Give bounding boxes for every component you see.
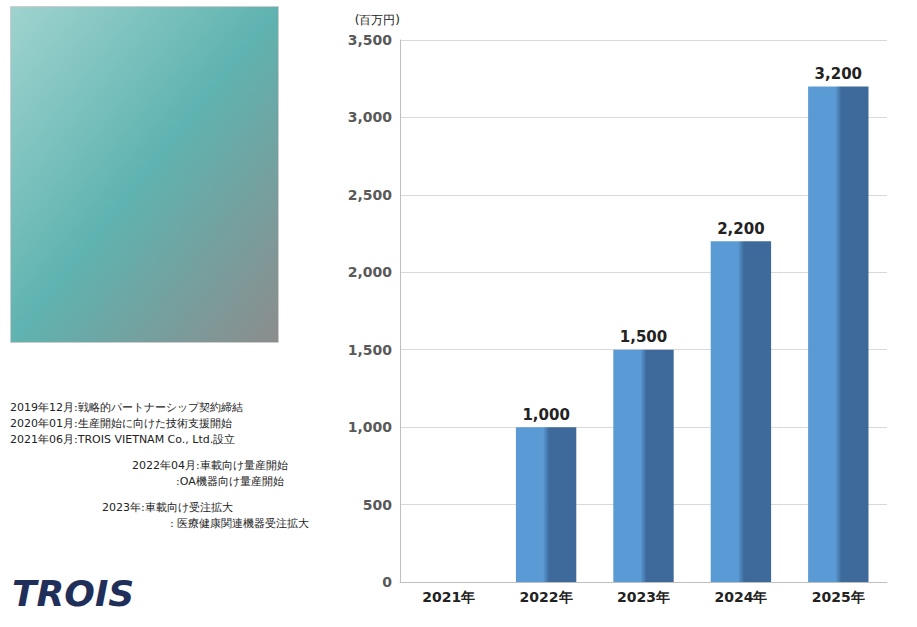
svg-text:2023年:車載向け受注拡大: 2023年:車載向け受注拡大	[102, 501, 233, 514]
svg-text:2025年: 2025年	[812, 589, 865, 605]
svg-text:TROIS: TROIS	[12, 573, 134, 614]
svg-text:3,000: 3,000	[348, 109, 393, 125]
svg-text:1,000: 1,000	[348, 419, 393, 435]
svg-text:2023年: 2023年	[617, 589, 670, 605]
svg-text:2,200: 2,200	[717, 220, 764, 238]
svg-text:2024年: 2024年	[714, 589, 767, 605]
svg-text:2021年06月:TROIS VIETNAM Co., Lt: 2021年06月:TROIS VIETNAM Co., Ltd.設立	[10, 433, 235, 446]
svg-text:(百万円): (百万円)	[355, 13, 400, 27]
svg-text:1,500: 1,500	[348, 342, 393, 358]
svg-text:0: 0	[382, 574, 392, 590]
svg-text:: 医療健康関連機器受注拡大: : 医療健康関連機器受注拡大	[170, 517, 309, 530]
svg-text:3,500: 3,500	[348, 32, 393, 48]
svg-text:1,500: 1,500	[620, 328, 667, 346]
svg-text:2021年: 2021年	[422, 589, 475, 605]
svg-text:2019年12月:戦略的パートナーシップ契約締結: 2019年12月:戦略的パートナーシップ契約締結	[10, 401, 243, 414]
svg-text::OA機器向け量産開始: :OA機器向け量産開始	[176, 475, 284, 488]
svg-text:2,500: 2,500	[348, 187, 393, 203]
svg-text:2020年01月:生産開始に向けた技術支援開始: 2020年01月:生産開始に向けた技術支援開始	[10, 417, 232, 430]
svg-text:2022年04月:車載向け量産開始: 2022年04月:車載向け量産開始	[132, 459, 288, 472]
svg-text:3,200: 3,200	[815, 65, 862, 83]
svg-text:2022年: 2022年	[520, 589, 573, 605]
svg-text:500: 500	[363, 497, 392, 513]
svg-text:1,000: 1,000	[522, 406, 569, 424]
svg-text:2,000: 2,000	[348, 264, 393, 280]
